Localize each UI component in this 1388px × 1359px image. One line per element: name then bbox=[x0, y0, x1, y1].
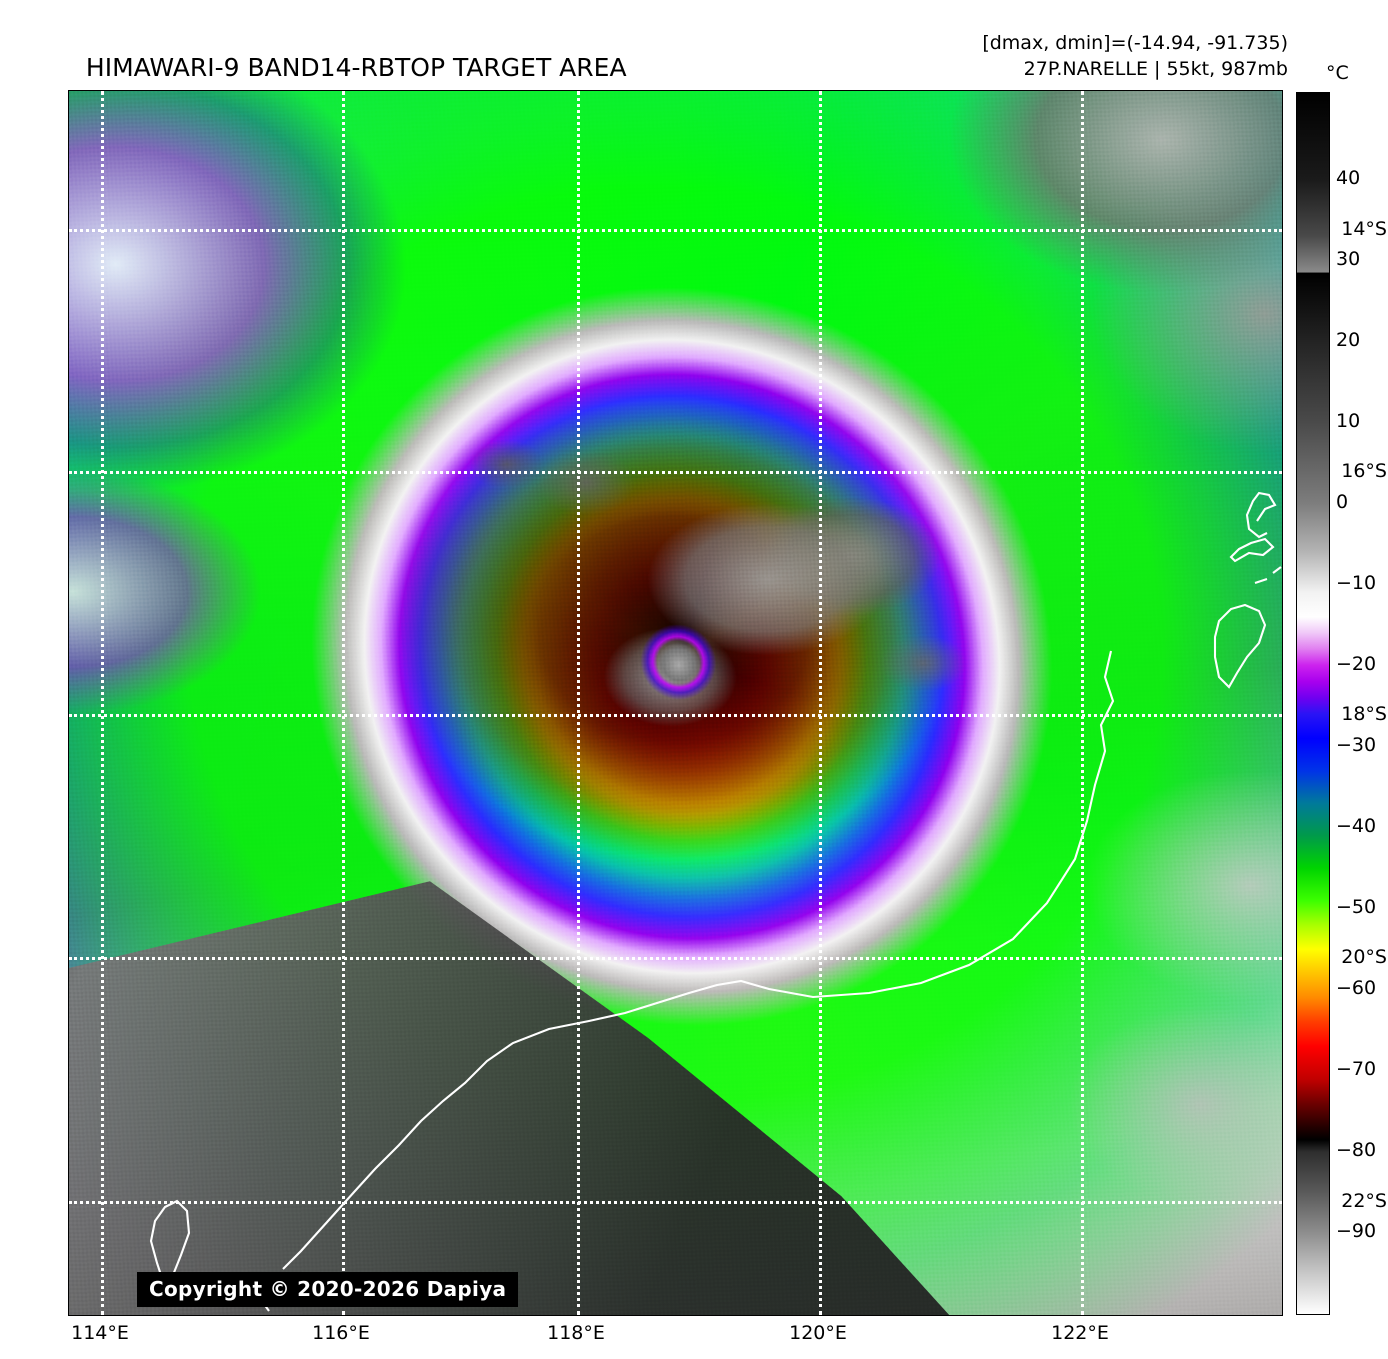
ylabel-16s: 16°S bbox=[1341, 460, 1387, 482]
ylabel-18s: 18°S bbox=[1341, 703, 1387, 725]
colorbar-tick-m90: −90 bbox=[1336, 1220, 1377, 1242]
colorbar-tick-0: 0 bbox=[1336, 491, 1349, 513]
coastline-islet-a bbox=[1272, 566, 1282, 574]
colorbar-tick-40: 40 bbox=[1336, 167, 1361, 189]
ylabel-22s: 22°S bbox=[1341, 1190, 1387, 1212]
coastline-islet-b bbox=[1254, 578, 1268, 584]
colorbar-tick-m80: −80 bbox=[1336, 1139, 1377, 1161]
colorbar-tick-m20: −20 bbox=[1336, 653, 1377, 675]
copyright-banner: Copyright © 2020-2026 Dapiya bbox=[137, 1272, 519, 1307]
colorbar-tick-10: 10 bbox=[1336, 410, 1361, 432]
xlabel-114e: 114°E bbox=[71, 1322, 129, 1344]
colorbar-tick-m70: −70 bbox=[1336, 1058, 1377, 1080]
colorbar-tick-30: 30 bbox=[1336, 248, 1361, 270]
data-range-label: [dmax, dmin]=(-14.94, -91.735) bbox=[982, 32, 1288, 54]
xlabel-120e: 120°E bbox=[789, 1322, 847, 1344]
colorbar-tick-m50: −50 bbox=[1336, 896, 1377, 918]
colorbar-tick-m30: −30 bbox=[1336, 734, 1377, 756]
ylabel-14s: 14°S bbox=[1341, 218, 1387, 240]
colorbar-tick-m10: −10 bbox=[1336, 572, 1377, 594]
title-line-1: HIMAWARI-9 BAND14-RBTOP TARGET AREA bbox=[85, 53, 627, 82]
colorbar bbox=[1296, 92, 1330, 1315]
satellite-image-plot: Copyright © 2020-2026 Dapiya bbox=[68, 90, 1283, 1316]
coastline-overlay bbox=[149, 491, 1282, 1312]
metadata-block: [dmax, dmin]=(-14.94, -91.735) 27P.NAREL… bbox=[982, 30, 1288, 82]
coastline-island-north bbox=[1245, 491, 1277, 539]
xlabel-116e: 116°E bbox=[312, 1322, 370, 1344]
colorbar-gradient bbox=[1297, 93, 1329, 1314]
colorbar-unit-label: °C bbox=[1326, 62, 1349, 84]
colorbar-tick-m60: −60 bbox=[1336, 977, 1377, 999]
plot-clip bbox=[69, 91, 1282, 1315]
colorbar-tick-20: 20 bbox=[1336, 329, 1361, 351]
ylabel-20s: 20°S bbox=[1341, 946, 1387, 968]
xlabel-122e: 122°E bbox=[1051, 1322, 1109, 1344]
xlabel-118e: 118°E bbox=[547, 1322, 605, 1344]
coastline-island-south bbox=[1213, 603, 1267, 689]
storm-info-label: 27P.NARELLE | 55kt, 987mb bbox=[1023, 58, 1288, 80]
colorbar-tick-m40: −40 bbox=[1336, 815, 1377, 837]
coastline-mainland bbox=[282, 650, 1115, 1270]
coastline-island-mid bbox=[1229, 537, 1275, 563]
